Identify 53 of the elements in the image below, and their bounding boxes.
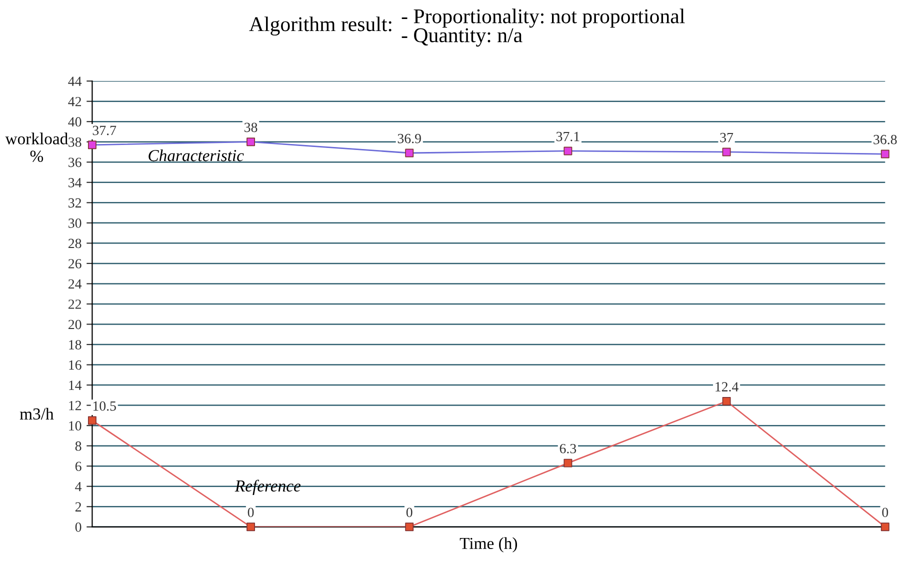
point — [880, 150, 890, 158]
y-tick-label: 30 — [68, 218, 82, 228]
data-label: 0 — [248, 508, 254, 518]
data-label: 10.5 — [93, 401, 116, 411]
point — [564, 458, 572, 468]
y-tick-label: 34 — [68, 178, 82, 188]
point — [88, 140, 96, 150]
data-label: 37 — [720, 132, 734, 142]
y-tick-label: 44 — [68, 76, 82, 86]
data-label: 0 — [882, 508, 888, 518]
data-label: 36.8 — [874, 134, 897, 144]
series-label: Characteristic — [148, 149, 244, 162]
y-tick-label: 22 — [68, 300, 82, 309]
y-tick-label: 24 — [68, 279, 82, 289]
y-tick-label: 14 — [69, 380, 82, 390]
y-tick-label: 0 — [75, 522, 82, 532]
point — [564, 146, 572, 156]
x-axis-title: Time (h) — [460, 537, 518, 552]
y-tick-label: 40 — [68, 117, 82, 127]
y-tick-label: 8 — [75, 441, 82, 451]
point — [246, 138, 256, 146]
y-tick-label: 2 — [75, 502, 82, 512]
y-tick-label: 16 — [69, 360, 82, 370]
point — [722, 148, 731, 156]
y-tick-label: 4 — [75, 482, 82, 492]
y-tick-label: 10 — [69, 421, 82, 431]
y-tick-label: 32 — [68, 198, 82, 208]
data-label: 12.4 — [716, 382, 738, 392]
point — [246, 522, 256, 532]
data-label: 0 — [406, 508, 412, 518]
data-label: 38 — [244, 122, 258, 132]
chart-subtitle: - Proportionality: not proportional - Quantity: n/a — [402, 8, 685, 47]
y-tick-label: 18 — [69, 340, 82, 350]
y-tick-label: 38 — [68, 137, 82, 147]
data-label: 37.1 — [556, 132, 580, 142]
point — [880, 522, 890, 532]
y-axis-title: workload % — [5, 132, 68, 162]
text: m3/h — [20, 408, 54, 420]
data-label: 37.7 — [92, 126, 116, 136]
y-tick-label: 42 — [68, 96, 82, 106]
data-label: 36.9 — [398, 134, 421, 144]
chart-title: Algorithm result: — [249, 16, 392, 36]
y-tick-label: 28 — [68, 238, 82, 248]
y-tick-label: 26 — [68, 259, 82, 268]
point — [405, 522, 414, 532]
point — [722, 397, 731, 406]
y-tick-label: 36 — [68, 158, 82, 168]
y-tick-label: 12 — [69, 400, 82, 410]
data-label: 6.3 — [560, 444, 576, 454]
y-tick-label: 20 — [68, 320, 82, 330]
y-tick-label: 6 — [75, 462, 82, 472]
point — [88, 416, 96, 425]
point — [405, 148, 414, 158]
